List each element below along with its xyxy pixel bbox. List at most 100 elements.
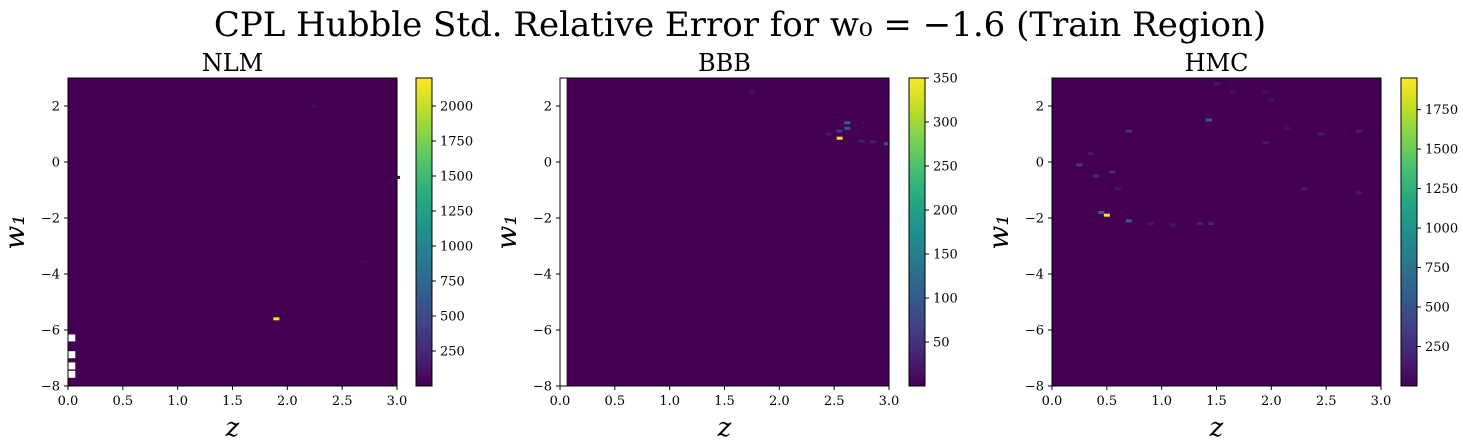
colorbar-tick-label: 200 <box>933 204 958 219</box>
x-tick-label: 1.0 <box>659 394 680 409</box>
heatmap-cell <box>836 129 843 133</box>
heatmap-cell <box>1114 187 1121 191</box>
heatmap-background <box>68 78 397 386</box>
x-tick-label: 2.5 <box>824 394 845 409</box>
panel-hmc: HMC 0.0 0.5 1.0 1.5 2.0 2.5 3.0 −8 −6 −4 −2 0 2 z w₁ 250… <box>982 49 1458 443</box>
heatmap-cell <box>1229 90 1236 94</box>
heatmap-cell <box>883 142 890 146</box>
x-tick-label: 1.5 <box>1206 394 1227 409</box>
x-tick-label: 0.0 <box>1042 394 1063 409</box>
heatmap-missing-cell <box>68 362 76 370</box>
colorbar-tick-label: 1750 <box>1425 103 1458 118</box>
heatmap-cell <box>273 317 280 321</box>
x-tick-label: 3.0 <box>387 394 408 409</box>
heatmap-cell <box>869 140 876 144</box>
heatmap-cell <box>1087 152 1094 156</box>
y-tick-label: −6 <box>1025 324 1044 339</box>
x-tick-label: 1.5 <box>222 394 243 409</box>
heatmap-background <box>560 78 889 386</box>
y-axis-label: w₁ <box>982 214 1015 249</box>
heatmap-cell <box>1205 118 1212 122</box>
heatmap-cell <box>311 104 318 108</box>
x-tick-label: 2.0 <box>277 394 298 409</box>
colorbar-tick-label: 1000 <box>440 240 473 255</box>
heatmap-cell <box>1103 213 1110 217</box>
heatmap-cell <box>858 139 865 143</box>
heatmap-cell <box>1317 132 1324 136</box>
y-tick-label: −8 <box>1025 380 1044 395</box>
x-tick-label: 1.0 <box>1151 394 1172 409</box>
x-tick-label: 0.5 <box>112 394 133 409</box>
heatmap-background <box>1052 78 1381 386</box>
x-tick-label: 0.5 <box>1096 394 1117 409</box>
y-tick-label: −8 <box>41 380 60 395</box>
x-axis-label: z <box>225 413 240 443</box>
colorbar-tick-label: 100 <box>933 292 958 307</box>
panel-bbb: BBB 0.0 0.5 1.0 1.5 2.0 2.5 3.0 −8 −6 −4 −2 0 2 z w₁ 50 1… <box>490 49 958 443</box>
heatmap-cell <box>1284 126 1291 130</box>
heatmap-cell <box>1076 163 1083 167</box>
heatmap-cell <box>1125 219 1132 223</box>
y-tick-label: −4 <box>533 268 552 283</box>
colorbar-tick-label: 150 <box>933 248 958 263</box>
colorbar-tick-label: 250 <box>440 345 465 360</box>
colorbar-tick-label: 2000 <box>440 100 473 115</box>
x-tick-label: 2.0 <box>1261 394 1282 409</box>
colorbar-tick-label: 50 <box>933 336 950 351</box>
colorbar-tick-label: 1750 <box>440 135 473 150</box>
x-tick-label: 2.5 <box>1316 394 1337 409</box>
heatmap-cell <box>1213 82 1220 86</box>
heatmap-cell <box>844 121 851 125</box>
heatmap-cell <box>844 126 851 130</box>
panel-title: BBB <box>698 49 751 77</box>
y-tick-label: 2 <box>1036 100 1044 115</box>
heatmap-cell <box>1208 222 1215 226</box>
x-axis-label: z <box>1209 413 1224 443</box>
y-tick-label: 0 <box>52 156 60 171</box>
heatmap-cell <box>748 90 755 94</box>
colorbar-tick-label: 350 <box>933 72 958 87</box>
x-tick-label: 1.0 <box>167 394 188 409</box>
x-axis-label: z <box>717 413 732 443</box>
y-tick-label: −8 <box>533 380 552 395</box>
panel-title: NLM <box>202 49 264 77</box>
heatmap-missing-cell <box>68 370 76 378</box>
y-tick-label: 2 <box>544 100 552 115</box>
x-tick-label: 2.0 <box>769 394 790 409</box>
colorbar-tick-label: 250 <box>1425 340 1450 355</box>
colorbar-tick-label: 750 <box>1425 261 1450 276</box>
colorbar-tick-label: 250 <box>933 160 958 175</box>
y-tick-label: −6 <box>533 324 552 339</box>
y-tick-label: −4 <box>1025 268 1044 283</box>
y-tick-label: 2 <box>52 100 60 115</box>
colorbar-tick-label: 1500 <box>1425 143 1458 158</box>
colorbar-tick-label: 500 <box>1425 301 1450 316</box>
heatmap-cell <box>1092 174 1099 178</box>
x-tick-label: 3.0 <box>1371 394 1392 409</box>
heatmap-cell <box>1268 98 1275 102</box>
colorbar <box>908 77 926 387</box>
heatmap-cell <box>1169 223 1176 227</box>
panel-nlm: NLM 0.0 0.5 1.0 1.5 2.0 2.5 3.0 −8 −6 −4 −2 0 2 z w₁ 250… <box>0 49 473 443</box>
heatmap-cell <box>825 132 832 136</box>
heatmap-cell <box>361 259 368 263</box>
figure-suptitle: CPL Hubble Std. Relative Error for w₀ = … <box>214 5 1266 45</box>
heatmap-missing-cell <box>68 351 76 359</box>
heatmap-cell <box>1147 222 1154 226</box>
y-tick-label: 0 <box>1036 156 1044 171</box>
x-tick-label: 0.0 <box>58 394 79 409</box>
x-tick-label: 1.5 <box>714 394 735 409</box>
x-tick-label: 0.5 <box>604 394 625 409</box>
heatmap-cell <box>1109 170 1116 174</box>
colorbar-tick-label: 500 <box>440 310 465 325</box>
heatmap-cell <box>1356 191 1363 195</box>
x-tick-label: 0.0 <box>550 394 571 409</box>
heatmap-cell <box>1197 222 1204 226</box>
colorbar-tick-label: 300 <box>933 116 958 131</box>
colorbar-tick-label: 750 <box>440 275 465 290</box>
panel-title: HMC <box>1185 49 1249 77</box>
colorbar-tick-label: 1500 <box>440 170 473 185</box>
heatmap-cell <box>1098 210 1105 214</box>
